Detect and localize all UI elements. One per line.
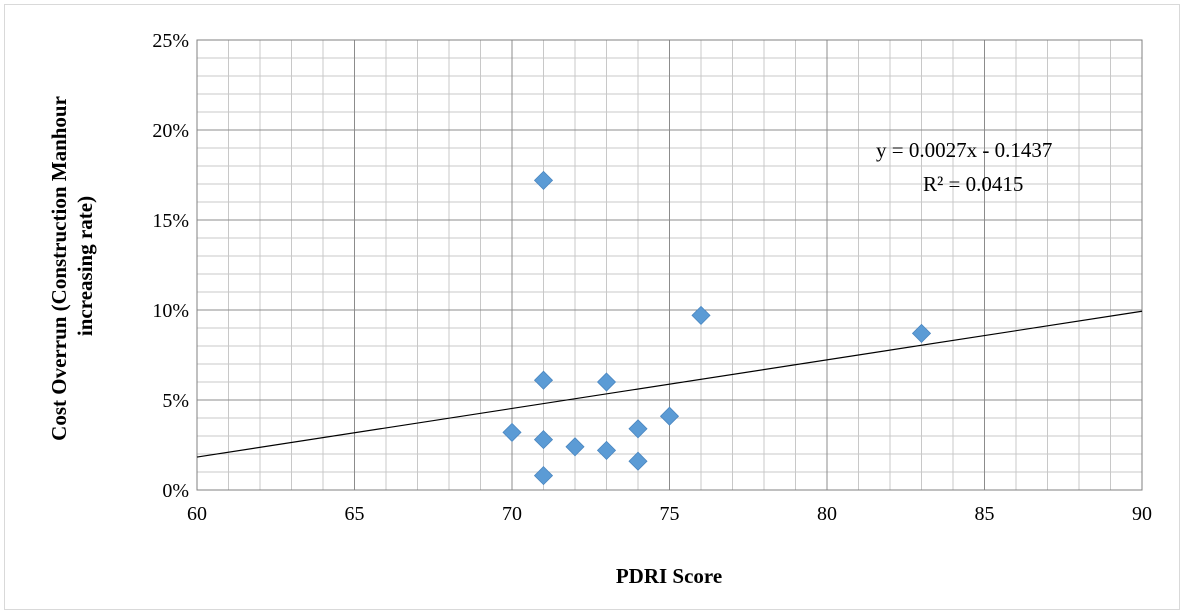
y-tick-label: 15% bbox=[152, 210, 189, 232]
x-tick-label: 85 bbox=[975, 503, 995, 525]
y-tick-labels: 0% 5% 10% 15% 20% 25% bbox=[152, 30, 189, 502]
x-tick-label: 80 bbox=[817, 503, 837, 525]
y-tick-label: 0% bbox=[162, 480, 189, 502]
x-tick-label: 60 bbox=[187, 503, 207, 525]
trendline bbox=[196, 310, 1143, 458]
x-tick-label: 90 bbox=[1132, 503, 1152, 525]
x-axis-title: PDRI Score bbox=[616, 564, 722, 588]
data-point bbox=[565, 437, 585, 457]
x-tick-label: 70 bbox=[502, 503, 522, 525]
trendline-equation: y = 0.0027x - 0.1437 bbox=[876, 138, 1052, 162]
data-point bbox=[691, 305, 711, 325]
data-points bbox=[502, 170, 932, 486]
x-tick-labels: 60 65 70 75 80 85 90 bbox=[187, 503, 1152, 525]
data-point bbox=[596, 372, 617, 392]
x-tick-label: 65 bbox=[345, 503, 365, 525]
data-point bbox=[628, 419, 648, 439]
plot-area-border bbox=[196, 39, 1143, 491]
y-axis-title-line-1: Cost Overrun (Construction Manhour bbox=[47, 96, 71, 440]
r-squared-label: R² = 0.0415 bbox=[923, 172, 1023, 196]
data-point bbox=[533, 430, 554, 450]
data-point bbox=[533, 466, 554, 486]
x-tick-label: 75 bbox=[660, 503, 680, 525]
data-point bbox=[533, 170, 554, 190]
y-axis-title: Cost Overrun (Construction Manhour incre… bbox=[47, 91, 97, 441]
data-point bbox=[911, 323, 932, 343]
data-point bbox=[628, 451, 648, 471]
data-point bbox=[533, 370, 554, 390]
data-point bbox=[659, 406, 680, 426]
y-tick-label: 5% bbox=[162, 390, 189, 412]
y-tick-label: 25% bbox=[152, 30, 189, 52]
data-point bbox=[596, 440, 617, 460]
y-tick-label: 10% bbox=[152, 300, 189, 322]
y-axis-title-line-2: increasing rate) bbox=[73, 196, 97, 336]
y-tick-label: 20% bbox=[152, 120, 189, 142]
data-point bbox=[502, 422, 522, 442]
